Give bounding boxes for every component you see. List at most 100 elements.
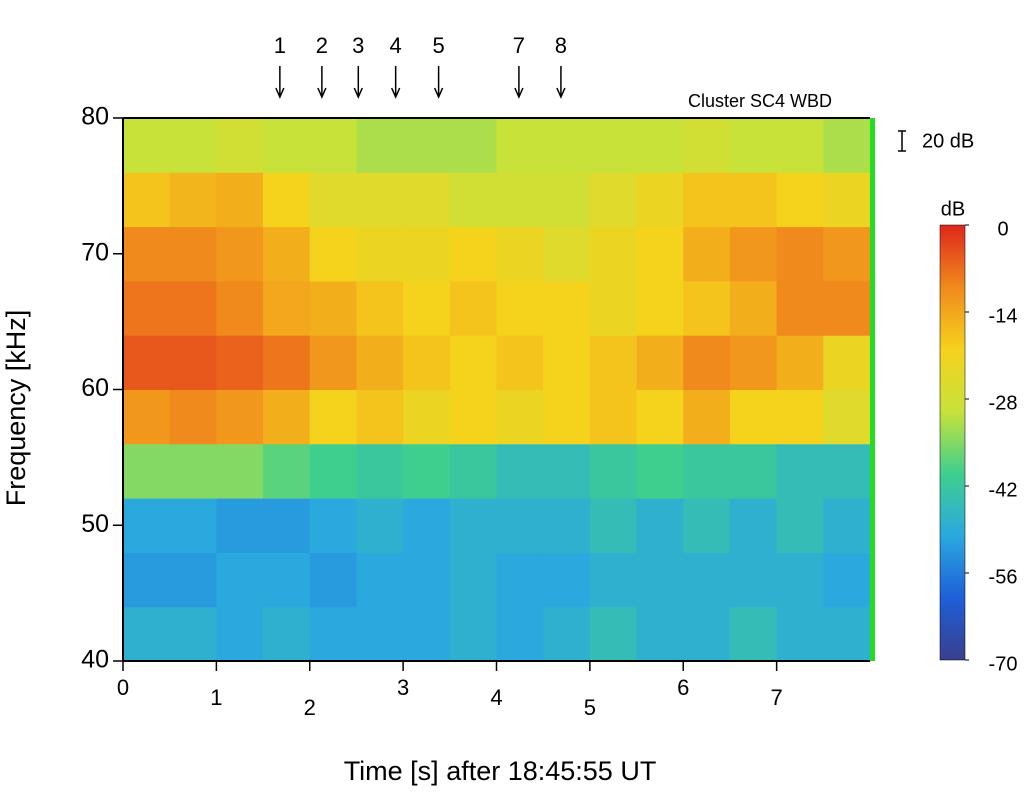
heatmap-cell [823, 118, 871, 173]
heatmap-cell [729, 498, 778, 553]
marker-arrow [317, 66, 327, 99]
x-tick-label: 4 [490, 685, 502, 710]
heatmap-cell [776, 118, 824, 173]
heatmap-cell [263, 118, 311, 173]
chart-title: Cluster SC4 WBD [688, 91, 832, 111]
x-tick-label: 3 [397, 675, 409, 700]
heatmap-cell [683, 498, 731, 553]
heatmap-cell [636, 552, 684, 608]
heatmap-cell [403, 226, 451, 282]
y-axis-label: Frequency [kHz] [1, 310, 31, 507]
heatmap-cell [496, 606, 544, 662]
heatmap-cell [403, 552, 451, 608]
heatmap-cell [636, 226, 684, 282]
heatmap-cell [449, 226, 497, 282]
heatmap-cell [449, 443, 497, 499]
heatmap-cell [403, 606, 451, 662]
heatmap-cell [356, 389, 404, 445]
heatmap-cell [543, 498, 591, 553]
heatmap-cell [823, 280, 871, 336]
heatmap-cell [263, 498, 311, 553]
heatmap-cell [636, 606, 684, 662]
heatmap-cell [356, 335, 404, 390]
heatmap-cell [776, 606, 824, 662]
heatmap-cell [636, 172, 684, 228]
heatmap-cell [776, 389, 824, 445]
marker-arrow [353, 66, 363, 99]
heatmap-cell [356, 280, 404, 336]
x-tick-label: 5 [584, 695, 596, 720]
y-tick-label: 70 [81, 238, 109, 266]
heatmap-cell [263, 552, 311, 608]
heatmap-cell [216, 226, 264, 282]
heatmap-cell [729, 226, 778, 282]
heatmap-cell [403, 280, 451, 336]
colorbar-tick-label: -42 [989, 479, 1018, 501]
heatmap-cell [216, 389, 264, 445]
heatmap-cell [823, 443, 871, 499]
heatmap-cell [403, 118, 451, 173]
y-tick-label: 50 [81, 510, 109, 538]
heatmap-cell [356, 226, 404, 282]
heatmap-cell [776, 498, 824, 553]
heatmap-cell [123, 498, 171, 553]
heatmap-cell [449, 498, 497, 553]
heatmap-cell [216, 280, 264, 336]
heatmap-cell [449, 118, 497, 173]
colorbar-tick-label: -28 [989, 392, 1018, 414]
heatmap-cell [589, 280, 638, 336]
heatmap-cell [309, 118, 357, 173]
marker-label: 1 [274, 33, 286, 58]
heatmap-cell [543, 335, 591, 390]
colorbar-label: dB [941, 198, 965, 220]
heatmap-cell [169, 172, 217, 228]
heatmap-cell [589, 118, 638, 173]
heatmap-cell [263, 226, 311, 282]
marker-label: 3 [352, 33, 364, 58]
heatmap-cell [683, 389, 731, 445]
heatmap-cell [496, 172, 544, 228]
colorbar-tick-label: 0 [997, 218, 1008, 240]
heatmap-cell [543, 606, 591, 662]
heatmap-cell [589, 335, 638, 390]
heatmap-cell [496, 118, 544, 173]
heatmap-cell [589, 172, 638, 228]
heatmap-cell [496, 389, 544, 445]
heatmap-cell [589, 552, 638, 608]
heatmap-cell [449, 172, 497, 228]
heatmap-cell [309, 498, 357, 553]
heatmap-cell [683, 280, 731, 336]
x-tick-label: 0 [117, 675, 129, 700]
heatmap-cell [263, 606, 311, 662]
heatmap-cell [636, 118, 684, 173]
heatmap-cell [403, 335, 451, 390]
y-tick-label: 80 [81, 103, 109, 131]
heatmap-cell [123, 335, 171, 390]
heatmap-cell [309, 172, 357, 228]
heatmap-cell [823, 606, 871, 662]
heatmap-cell [496, 552, 544, 608]
marker-label: 7 [513, 33, 525, 58]
heatmap-cell [169, 226, 217, 282]
heatmap-cell [636, 280, 684, 336]
marker-arrow [390, 66, 401, 99]
heatmap-cell [123, 606, 171, 662]
heatmap-cell [263, 335, 311, 390]
heatmap-cell [449, 335, 497, 390]
heatmap-cell [356, 443, 404, 499]
heatmap-cell [263, 280, 311, 336]
heatmap-cell [683, 606, 731, 662]
heatmap-cell [123, 389, 171, 445]
heatmap-cell [216, 172, 264, 228]
heatmap-cell [683, 172, 731, 228]
heatmap-cell [449, 552, 497, 608]
heatmap-cell [123, 226, 171, 282]
heatmap-cell [169, 498, 217, 553]
heatmap-cell [169, 280, 217, 336]
heatmap-cell [823, 172, 871, 228]
heatmap-cell [403, 389, 451, 445]
heatmap-cell [216, 443, 264, 499]
colorbar-tick-label: -56 [989, 566, 1018, 588]
heatmap-cell [449, 606, 497, 662]
heatmap-cell [309, 389, 357, 445]
